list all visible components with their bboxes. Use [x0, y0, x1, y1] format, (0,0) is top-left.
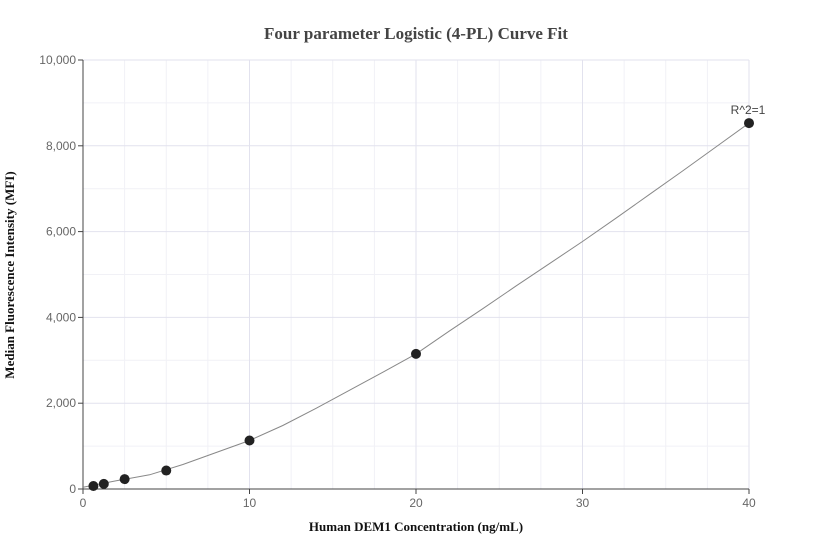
data-points	[88, 118, 754, 491]
data-point	[244, 435, 255, 446]
y-tick-label: 10,000	[39, 53, 76, 67]
major-grid	[83, 59, 750, 489]
data-point	[98, 478, 109, 489]
y-tick-label: 4,000	[46, 310, 76, 324]
x-axis-ticks: 0 10 20 30 40	[80, 489, 756, 510]
data-point	[119, 474, 130, 485]
y-tick-label: 6,000	[46, 225, 76, 239]
data-point	[161, 465, 172, 476]
y-tick-label: 2,000	[46, 396, 76, 410]
x-axis-title: Human DEM1 Concentration (ng/mL)	[309, 519, 523, 534]
chart-title: Four parameter Logistic (4-PL) Curve Fit	[264, 24, 568, 43]
x-tick-label: 0	[80, 496, 87, 510]
y-axis-title: Median Fluorescence Intensity (MFI)	[2, 171, 17, 378]
x-tick-label: 10	[243, 496, 257, 510]
y-tick-label: 8,000	[46, 139, 76, 153]
r-squared-annotation: R^2=1	[731, 103, 766, 117]
data-point	[744, 118, 754, 129]
x-tick-label: 40	[742, 496, 756, 510]
y-tick-label: 0	[69, 482, 76, 496]
x-tick-label: 30	[576, 496, 590, 510]
data-point	[411, 348, 421, 359]
data-point	[88, 480, 99, 491]
x-tick-label: 20	[409, 496, 423, 510]
y-axis-ticks: 0 2,000 4,000 6,000 8,000 10,000	[39, 53, 83, 496]
